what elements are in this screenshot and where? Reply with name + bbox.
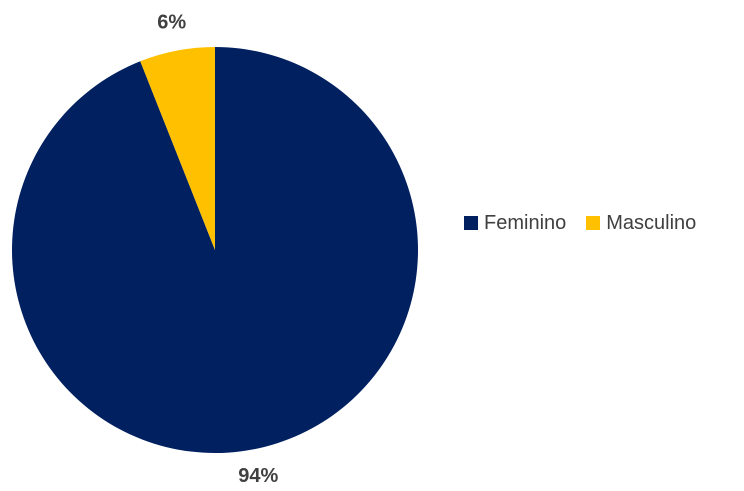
data-labels: 94% 6% — [157, 11, 278, 487]
pie-slices — [11, 47, 418, 453]
legend-label-masculino: Masculino — [606, 211, 697, 234]
legend-swatch-feminino — [464, 216, 478, 230]
pie-slice-feminino — [11, 47, 418, 453]
legend-label-feminino: Feminino — [484, 211, 567, 234]
legend: Feminino Masculino — [464, 210, 696, 236]
data-label-feminino: 94% — [238, 465, 278, 487]
legend-item-masculino: Masculino — [586, 212, 696, 235]
legend-swatch-masculino — [586, 216, 601, 230]
pie-slice-masculino — [140, 47, 215, 250]
legend-item-feminino: Feminino — [464, 212, 566, 235]
data-label-masculino: 6% — [157, 11, 186, 33]
